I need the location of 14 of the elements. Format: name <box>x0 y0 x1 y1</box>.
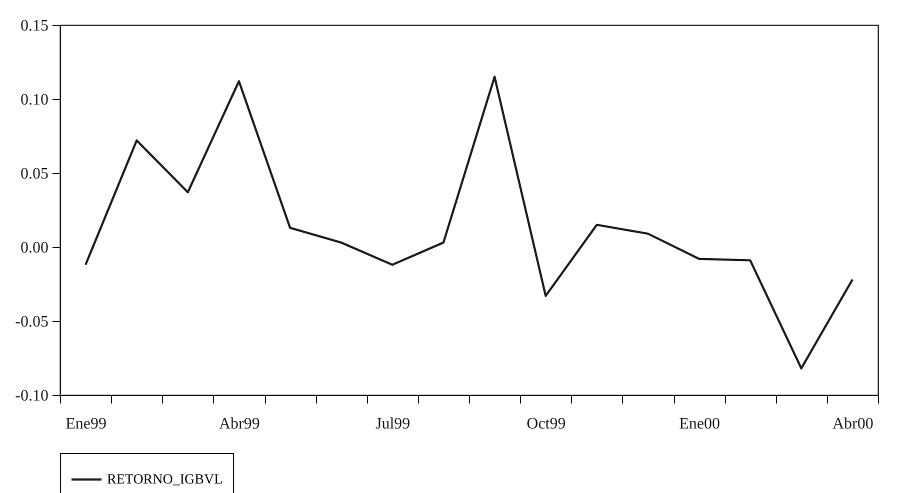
x-tick-label: Abr99 <box>218 416 260 432</box>
x-tick-label: Jul99 <box>375 416 410 432</box>
y-tick-label: 0.00 <box>20 240 48 256</box>
x-tick-label: Ene99 <box>66 416 106 432</box>
line-series <box>84 76 854 370</box>
x-tick-label: Ene00 <box>679 416 720 432</box>
y-tick-label: -0.10 <box>15 388 48 404</box>
x-tick-label: Abr00 <box>832 416 874 432</box>
x-tick-label: Oct99 <box>526 416 566 432</box>
y-tick-label: -0.05 <box>15 314 48 330</box>
y-tick-label: 0.10 <box>20 92 48 108</box>
legend-label: RETORNO_IGBVL <box>107 472 223 488</box>
y-tick-label: 0.05 <box>20 166 48 182</box>
y-tick-label: 0.15 <box>20 18 48 34</box>
